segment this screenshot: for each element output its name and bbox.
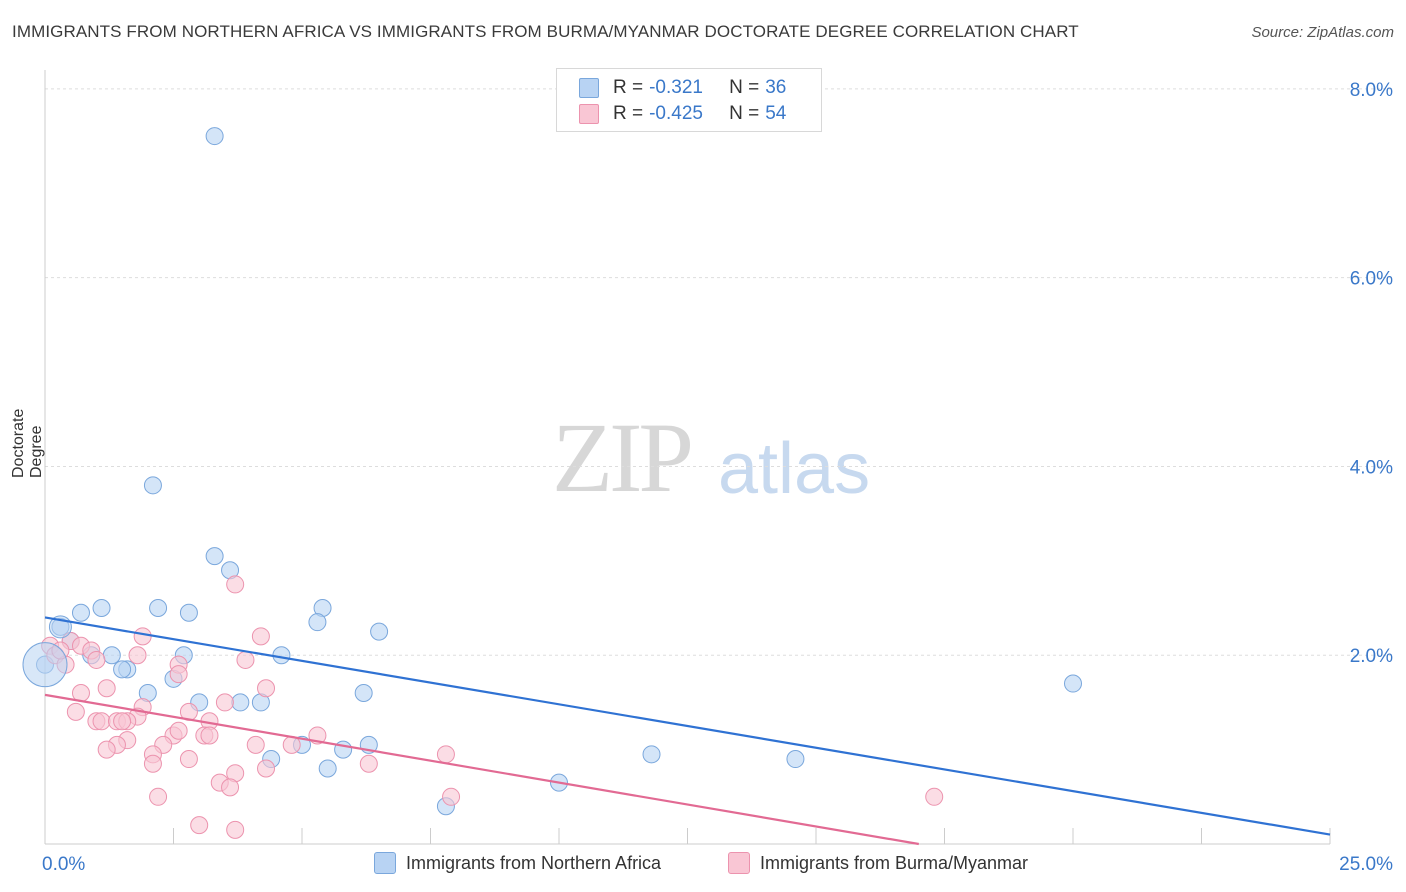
- point-northern-africa: [102, 646, 121, 665]
- legend-item-northern-africa[interactable]: Immigrants from Northern Africa: [374, 852, 661, 874]
- r-label: R =: [613, 77, 644, 98]
- stats-legend: R = -0.321 N = 36 R = -0.425 N = 54: [556, 68, 822, 132]
- point-burma: [128, 646, 147, 665]
- x-tick-label: 25.0%: [1339, 854, 1393, 875]
- chart-title: IMMIGRANTS FROM NORTHERN AFRICA VS IMMIG…: [12, 22, 1079, 41]
- point-northern-africa: [272, 646, 291, 665]
- point-northern-africa: [370, 622, 389, 641]
- point-burma: [179, 750, 198, 769]
- point-burma: [149, 787, 168, 806]
- point-burma: [92, 712, 111, 731]
- y-axis-label: Doctorate Degree: [10, 408, 45, 478]
- legend-swatch-burma: [579, 104, 599, 124]
- point-northern-africa: [642, 745, 661, 764]
- n-value: 36: [765, 77, 787, 98]
- n-value: 54: [765, 103, 787, 124]
- point-northern-africa: [354, 683, 373, 702]
- point-northern-africa: [113, 660, 132, 679]
- legend-label-northern-africa: Immigrants from Northern Africa: [406, 852, 662, 873]
- point-northern-africa: [179, 603, 198, 622]
- point-burma: [113, 712, 132, 731]
- point-burma: [236, 650, 255, 669]
- stats-row-burma: R = -0.425 N = 54: [579, 103, 786, 125]
- point-burma: [359, 754, 378, 773]
- series-legend: Immigrants from Northern Africa Immigran…: [0, 852, 1406, 878]
- n-label: N =: [729, 77, 760, 98]
- stats-row-northern-africa: R = -0.321 N = 36: [579, 77, 786, 99]
- point-burma: [143, 754, 162, 773]
- point-burma: [87, 650, 106, 669]
- point-northern-africa: [205, 127, 224, 146]
- point-northern-africa: [71, 603, 90, 622]
- y-tick-label: 4.0%: [1350, 457, 1393, 478]
- point-northern-africa: [92, 599, 111, 618]
- point-burma: [257, 759, 276, 778]
- point-northern-africa: [1064, 674, 1082, 693]
- point-northern-africa: [231, 693, 250, 712]
- point-burma: [169, 665, 188, 684]
- watermark-atlas: atlas: [718, 429, 871, 509]
- x-tick-label: 0.0%: [42, 854, 85, 875]
- point-burma: [97, 740, 116, 759]
- point-northern-africa: [318, 759, 337, 778]
- point-burma: [200, 726, 219, 745]
- point-burma: [190, 816, 209, 835]
- legend-swatch-burma: [728, 852, 750, 874]
- r-label: R =: [613, 103, 644, 124]
- point-burma: [251, 627, 270, 646]
- source-label: Source: ZipAtlas.com: [1251, 24, 1394, 41]
- point-northern-africa: [149, 599, 168, 618]
- y-tick-label: 6.0%: [1350, 269, 1393, 290]
- point-northern-africa: [205, 547, 224, 566]
- legend-swatch-northern-africa: [374, 852, 396, 874]
- legend-item-burma[interactable]: Immigrants from Burma/Myanmar: [728, 852, 1028, 874]
- point-burma: [257, 679, 276, 698]
- point-northern-africa: [786, 750, 805, 769]
- trendline-burma: [44, 693, 919, 846]
- point-burma: [215, 693, 234, 712]
- point-burma: [246, 735, 265, 754]
- point-burma: [169, 721, 188, 740]
- point-burma: [221, 778, 240, 797]
- point-burma: [133, 627, 152, 646]
- point-burma: [442, 787, 461, 806]
- watermark-zip: ZIP: [552, 402, 694, 513]
- point-northern-africa: [308, 613, 327, 632]
- point-burma: [66, 702, 85, 721]
- y-tick-label: 2.0%: [1350, 646, 1393, 667]
- point-burma: [226, 575, 245, 594]
- point-burma: [925, 787, 944, 806]
- point-northern-africa-large: [22, 642, 68, 688]
- y-tick-label: 8.0%: [1350, 80, 1393, 101]
- point-burma: [436, 745, 455, 764]
- legend-label-burma: Immigrants from Burma/Myanmar: [760, 852, 1029, 873]
- r-value: -0.425: [649, 103, 703, 124]
- point-burma: [97, 679, 116, 698]
- n-label: N =: [729, 103, 760, 124]
- point-northern-africa: [143, 476, 162, 495]
- point-burma: [226, 820, 245, 839]
- r-value: -0.321: [649, 77, 703, 98]
- legend-swatch-northern-africa: [579, 78, 599, 98]
- trendline-northern-africa: [44, 616, 1331, 836]
